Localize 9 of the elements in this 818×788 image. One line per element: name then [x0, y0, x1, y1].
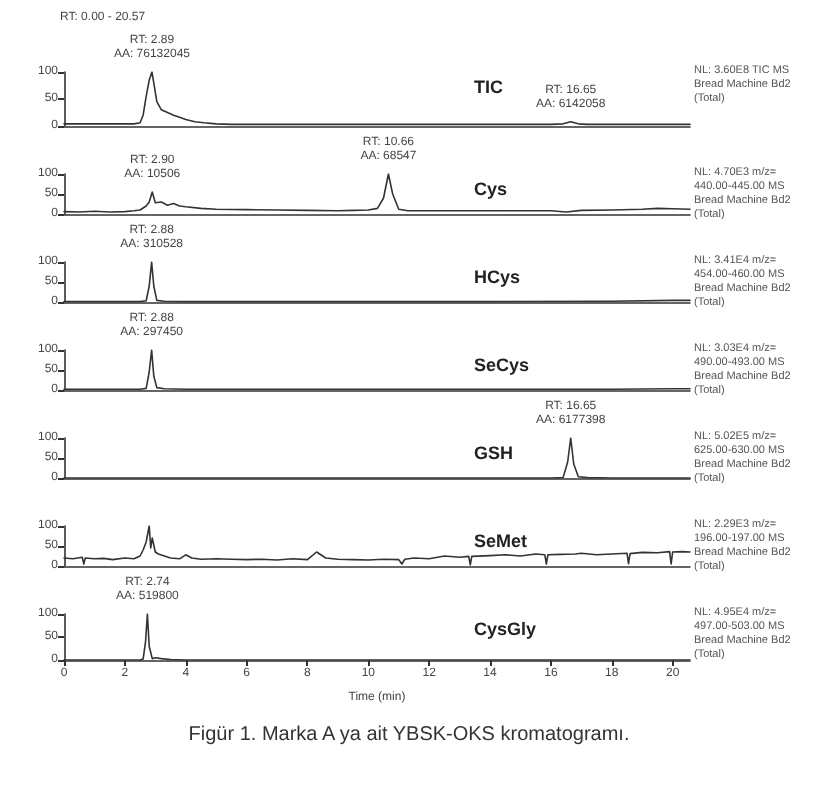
text: Figür 1. Marka A ya ait YBSK-OKS kromatogramı.	[186, 724, 632, 746]
chart-title: HCys	[474, 267, 521, 287]
chart-title: CysGly	[474, 619, 537, 639]
chart-title: SeCys	[474, 355, 530, 375]
line-series	[63, 525, 691, 566]
chart-title: SeMet	[474, 531, 528, 551]
chart-title: Cys	[474, 179, 508, 199]
chart-title: TIC	[474, 77, 504, 97]
chart-title: GSH	[474, 443, 514, 463]
